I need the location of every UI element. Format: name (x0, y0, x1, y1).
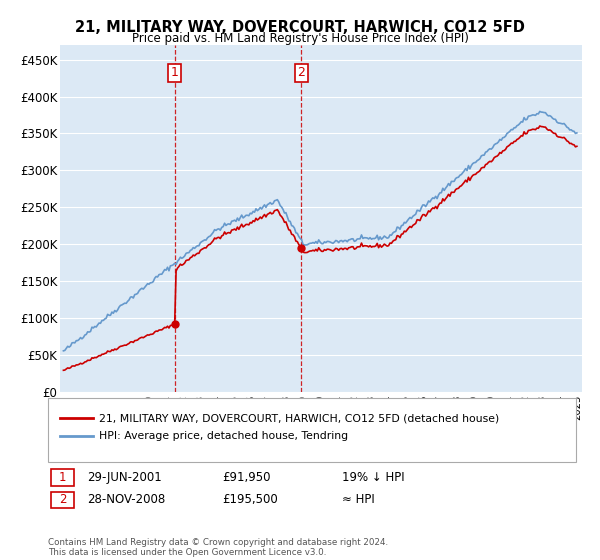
Text: ≈ HPI: ≈ HPI (342, 493, 375, 506)
Text: £91,950: £91,950 (222, 470, 271, 484)
Text: HPI: Average price, detached house, Tendring: HPI: Average price, detached house, Tend… (99, 431, 348, 441)
Legend: 21, MILITARY WAY, DOVERCOURT, HARWICH, CO12 5FD (detached house), HPI: Average p: 21, MILITARY WAY, DOVERCOURT, HARWICH, C… (53, 403, 499, 442)
Text: 2: 2 (298, 67, 305, 80)
Text: 21, MILITARY WAY, DOVERCOURT, HARWICH, CO12 5FD: 21, MILITARY WAY, DOVERCOURT, HARWICH, C… (75, 20, 525, 35)
Text: 19% ↓ HPI: 19% ↓ HPI (342, 470, 404, 484)
Text: £195,500: £195,500 (222, 493, 278, 506)
Text: 1: 1 (59, 470, 66, 484)
Text: Contains HM Land Registry data © Crown copyright and database right 2024.
This d: Contains HM Land Registry data © Crown c… (48, 538, 388, 557)
Text: 1: 1 (171, 67, 179, 80)
Text: 21, MILITARY WAY, DOVERCOURT, HARWICH, CO12 5FD (detached house): 21, MILITARY WAY, DOVERCOURT, HARWICH, C… (99, 413, 499, 423)
Text: 28-NOV-2008: 28-NOV-2008 (87, 493, 165, 506)
Text: 29-JUN-2001: 29-JUN-2001 (87, 470, 162, 484)
Text: Price paid vs. HM Land Registry's House Price Index (HPI): Price paid vs. HM Land Registry's House … (131, 32, 469, 45)
Text: 2: 2 (59, 493, 66, 506)
